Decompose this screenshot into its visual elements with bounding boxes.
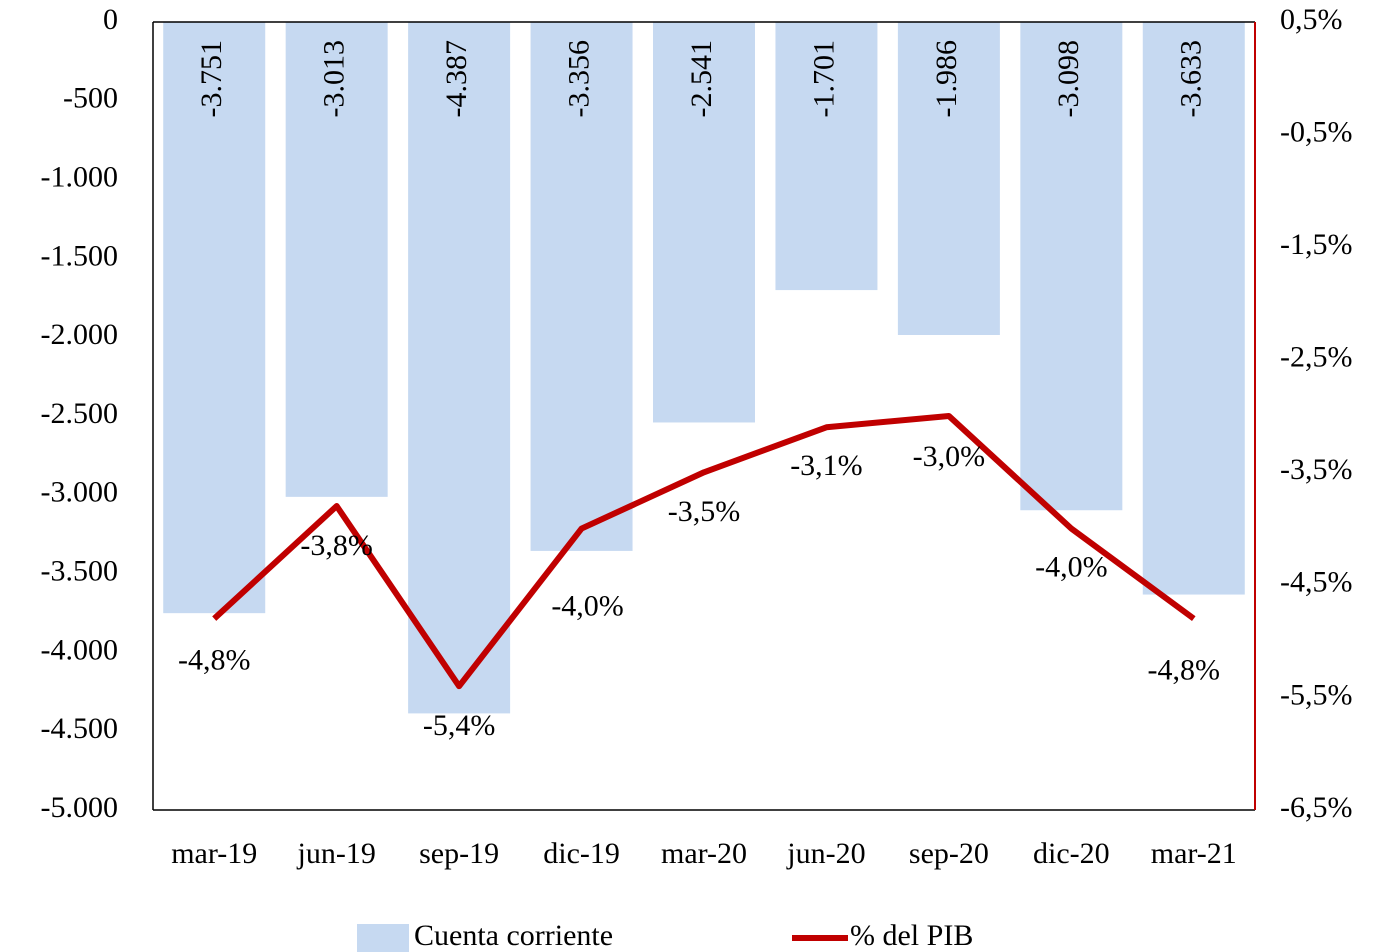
bar-value-label: -3.356 [562,40,595,118]
x-tick-label: jun-20 [786,837,865,870]
y-tick-label: -3.000 [41,476,119,509]
line-value-label: -4,0% [1035,550,1107,583]
bar [408,22,511,714]
x-tick-label: mar-19 [171,837,257,870]
y-tick-label: -2.500 [41,397,119,430]
x-tick-label: sep-19 [419,837,499,870]
y2-tick-label: -6,5% [1280,791,1352,824]
line-value-label: -3,1% [790,449,862,482]
y-tick-label: -5.000 [41,791,119,824]
line-value-label: -4,8% [178,644,250,677]
bar-value-label: -3.098 [1052,40,1085,118]
bar [1020,22,1123,511]
x-tick-label: jun-19 [297,837,376,870]
x-tick-label: mar-20 [661,837,747,870]
bar [530,22,633,551]
bar [163,22,266,614]
legend-swatch [357,924,409,952]
line-value-label: -5,4% [423,709,495,742]
y-tick-label: -4.000 [41,633,119,666]
bar-value-label: -3.013 [318,40,351,118]
bar-value-label: -1.701 [807,40,840,118]
y-tick-label: -1.000 [41,160,119,193]
line-value-label: -4,8% [1148,654,1220,687]
y2-tick-label: -3,5% [1280,453,1352,486]
y-tick-label: -1.500 [41,239,119,272]
legend-label: Cuenta corriente [414,919,613,952]
y2-tick-label: -4,5% [1280,566,1352,599]
bar-value-label: -1.986 [930,40,963,118]
y-tick-label: -500 [63,82,118,115]
bar [897,22,1000,335]
bar [1142,22,1245,595]
line [212,413,1196,690]
y2-tick-label: 0,5% [1280,3,1343,36]
bar-value-label: -2.541 [685,40,718,118]
y2-tick-label: -5,5% [1280,678,1352,711]
bar [653,22,755,423]
y-tick-label: -3.500 [41,554,119,587]
bar [775,22,878,291]
bar-value-label: -4.387 [440,40,473,118]
y2-tick-label: -0,5% [1280,115,1352,148]
x-tick-label: mar-21 [1151,837,1237,870]
line-value-label: -3,5% [668,495,740,528]
y-tick-label: -4.500 [41,712,119,745]
line-value-label: -3,0% [913,440,985,473]
x-tick-label: dic-20 [1033,837,1110,870]
y2-tick-label: -2,5% [1280,341,1352,374]
bar [285,22,388,497]
legend-label: % del PIB [850,919,973,952]
y-tick-label: 0 [103,3,118,36]
bar-value-label: -3.633 [1175,40,1208,118]
bar-value-label: -3.751 [195,40,228,118]
line-value-label: -4,0% [551,589,623,622]
y2-tick-label: -1,5% [1280,228,1352,261]
x-tick-label: dic-19 [543,837,620,870]
y-tick-label: -2.000 [41,318,119,351]
x-tick-label: sep-20 [909,837,989,870]
line-value-label: -3,8% [300,529,372,562]
